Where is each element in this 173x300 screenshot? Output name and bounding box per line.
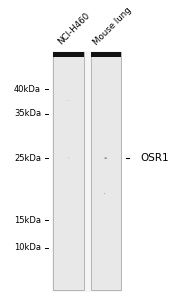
Text: 40kDa: 40kDa <box>14 85 41 94</box>
Bar <box>52 51 122 292</box>
Text: 10kDa: 10kDa <box>14 243 41 252</box>
Text: Mouse lung: Mouse lung <box>92 5 133 47</box>
Text: OSR1: OSR1 <box>141 153 169 163</box>
Text: 35kDa: 35kDa <box>14 109 41 118</box>
Bar <box>53 52 84 57</box>
Bar <box>53 52 84 290</box>
Text: 25kDa: 25kDa <box>14 154 41 163</box>
Bar <box>90 52 121 57</box>
Text: 15kDa: 15kDa <box>14 216 41 225</box>
Text: NCI-H460: NCI-H460 <box>57 11 92 47</box>
Bar <box>90 52 121 290</box>
